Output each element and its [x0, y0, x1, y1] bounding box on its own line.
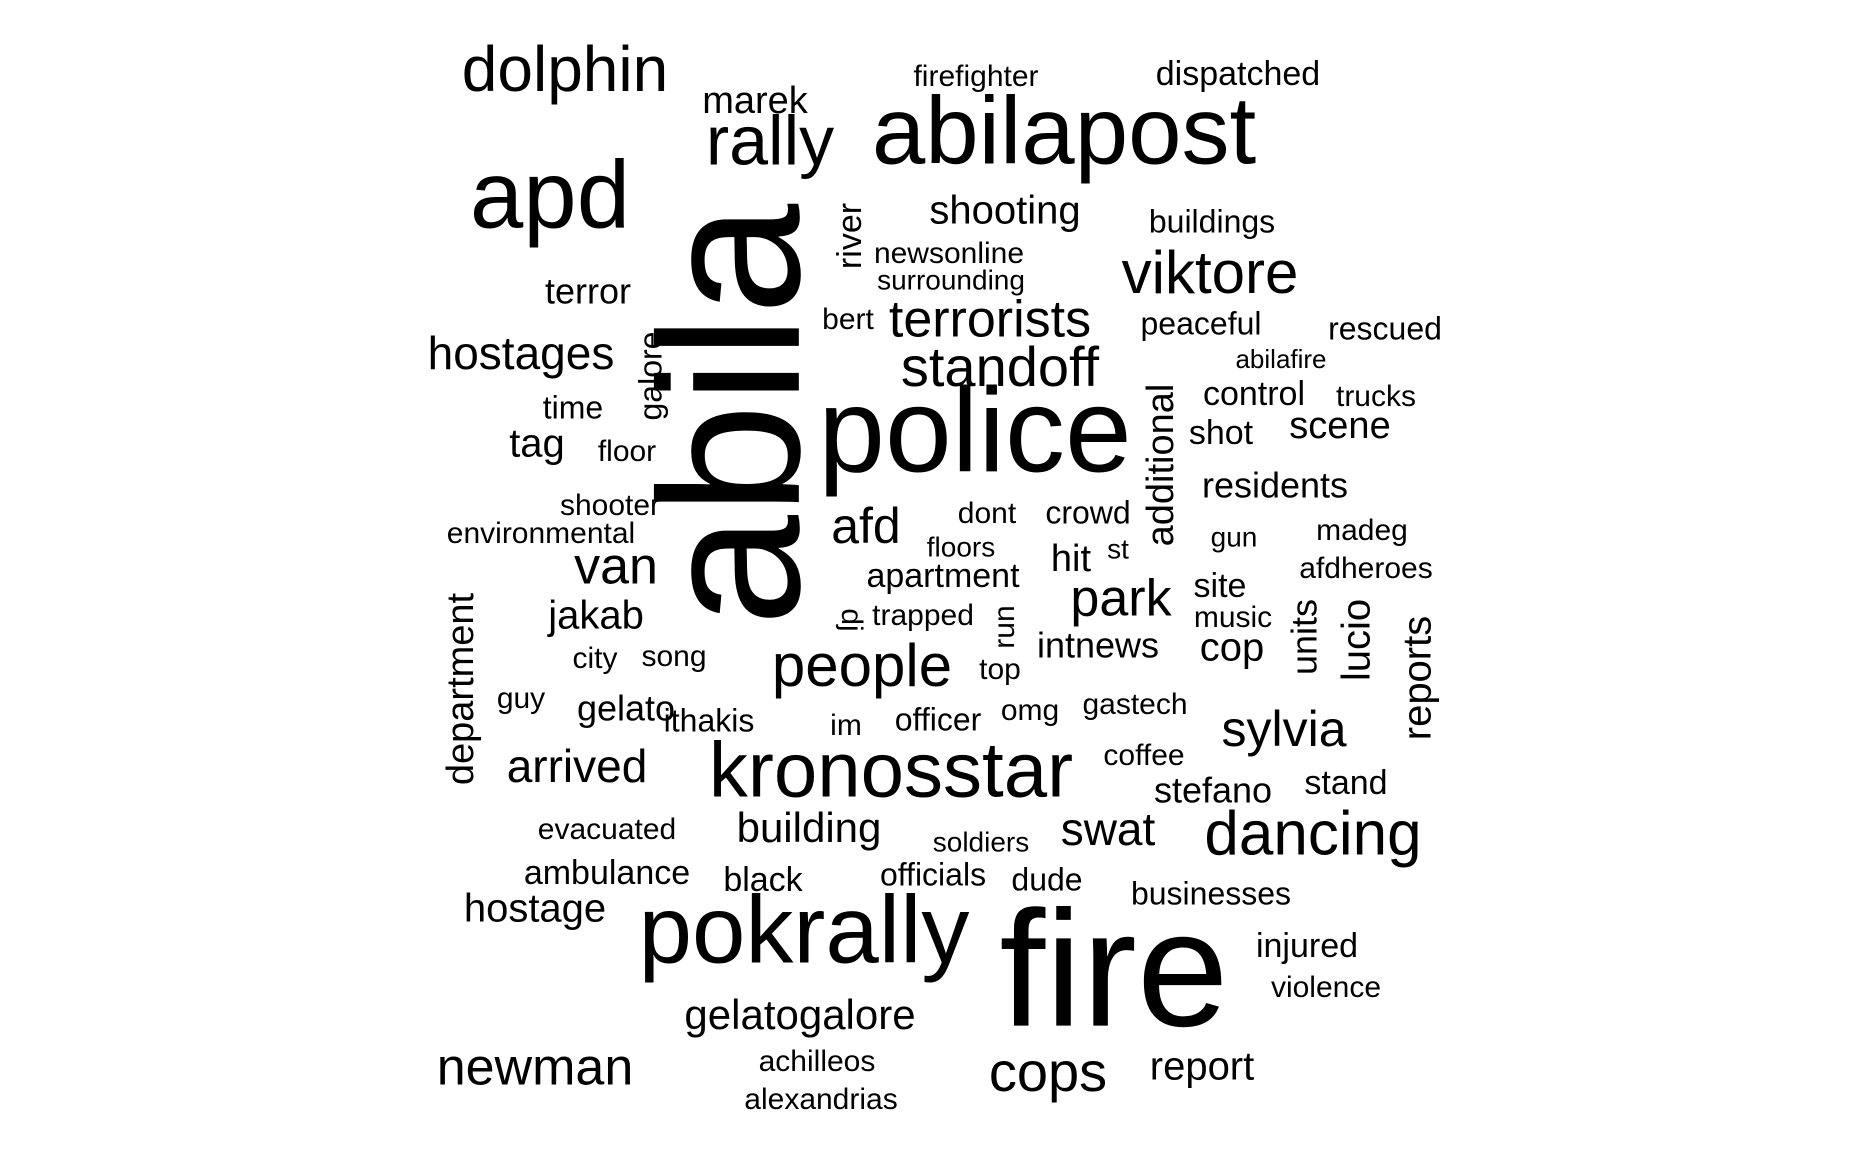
- word-top: top: [979, 653, 1021, 686]
- word-evacuated: evacuated: [538, 813, 676, 846]
- word-intnews: intnews: [1037, 625, 1159, 666]
- word-gelato: gelato: [577, 688, 675, 729]
- word-trucks: trucks: [1336, 380, 1416, 413]
- word-omg: omg: [1001, 694, 1059, 727]
- word-floors: floors: [927, 531, 995, 562]
- word-hostages: hostages: [428, 327, 615, 379]
- word-madeg: madeg: [1316, 514, 1408, 547]
- word-additional: additional: [1140, 384, 1182, 547]
- word-abilapost: abilapost: [872, 77, 1256, 184]
- word-city: city: [573, 642, 618, 675]
- word-gelatogalore: gelatogalore: [684, 991, 915, 1038]
- word-soldiers: soldiers: [933, 826, 1029, 857]
- word-residents: residents: [1202, 465, 1348, 506]
- word-reports: reports: [1396, 616, 1440, 741]
- word-stefano: stefano: [1154, 770, 1272, 811]
- word-dancing: dancing: [1204, 799, 1421, 868]
- word-kronosstar: kronosstar: [709, 726, 1073, 814]
- word-newman: newman: [437, 1039, 634, 1097]
- word-van: van: [574, 538, 658, 596]
- word-gun: gun: [1211, 521, 1258, 552]
- word-shot: shot: [1189, 414, 1254, 452]
- word-tag: tag: [509, 422, 565, 466]
- word-afd: afd: [831, 498, 901, 554]
- word-music: music: [1194, 601, 1272, 634]
- word-terror: terror: [545, 271, 631, 312]
- word-trapped: trapped: [872, 599, 974, 632]
- word-ambulance: ambulance: [524, 854, 690, 892]
- word-abilafire: abilafire: [1235, 344, 1326, 374]
- word-apartment: apartment: [866, 557, 1020, 595]
- word-afdheroes: afdheroes: [1299, 552, 1432, 585]
- word-dude: dude: [1011, 861, 1082, 897]
- word-newsonline: newsonline: [874, 237, 1024, 270]
- word-run: run: [988, 605, 1021, 648]
- word-sylvia: sylvia: [1221, 701, 1346, 757]
- word-rescued: rescued: [1328, 310, 1442, 346]
- word-terrorists: terrorists: [889, 291, 1091, 349]
- word-rally: rally: [706, 101, 834, 179]
- word-dolphin: dolphin: [462, 33, 668, 105]
- word-shooting: shooting: [929, 189, 1080, 233]
- word-im: im: [830, 709, 862, 742]
- word-buildings: buildings: [1149, 203, 1275, 239]
- word-standoff: standoff: [901, 335, 1100, 398]
- word-coffee: coffee: [1103, 739, 1184, 772]
- word-department: department: [440, 592, 482, 785]
- word-arrived: arrived: [507, 740, 648, 792]
- word-stand: stand: [1304, 764, 1387, 802]
- word-achilleos: achilleos: [759, 1045, 876, 1078]
- word-businesses: businesses: [1131, 875, 1291, 911]
- word-galore: galore: [632, 332, 668, 421]
- word-firefighter: firefighter: [913, 60, 1038, 93]
- word-surrounding: surrounding: [877, 264, 1025, 295]
- word-hostage: hostage: [464, 887, 606, 931]
- word-marek: marek: [702, 80, 809, 122]
- word-bert: bert: [822, 303, 874, 336]
- word-site: site: [1194, 567, 1247, 605]
- word-units: units: [1284, 599, 1325, 675]
- word-scene: scene: [1289, 405, 1390, 447]
- word-apd: apd: [470, 141, 630, 248]
- word-officials: officials: [880, 856, 986, 892]
- word-officer: officer: [895, 701, 982, 737]
- word-police: police: [818, 364, 1132, 498]
- word-alexandrias: alexandrias: [744, 1083, 897, 1116]
- word-dont: dont: [958, 497, 1017, 530]
- word-pokrally: pokrally: [639, 876, 970, 983]
- word-violence: violence: [1271, 971, 1381, 1004]
- word-river: river: [831, 203, 869, 269]
- word-dj: dj: [835, 608, 868, 631]
- word-crowd: crowd: [1045, 494, 1130, 530]
- word-gastech: gastech: [1082, 688, 1187, 721]
- word-control: control: [1203, 375, 1305, 413]
- word-abila: abila: [619, 203, 842, 626]
- word-song: song: [641, 640, 706, 673]
- word-fire: fire: [999, 877, 1228, 1061]
- word-people: people: [772, 632, 952, 699]
- word-shooter: shooter: [560, 489, 660, 522]
- word-time: time: [543, 389, 603, 425]
- word-cop: cop: [1200, 626, 1265, 670]
- word-building: building: [737, 804, 882, 851]
- word-swat: swat: [1061, 803, 1156, 855]
- word-lucio: lucio: [1335, 599, 1379, 681]
- word-peaceful: peaceful: [1141, 305, 1262, 341]
- word-dispatched: dispatched: [1156, 55, 1320, 93]
- word-guy: guy: [497, 682, 545, 715]
- word-ithakis: ithakis: [664, 702, 755, 738]
- word-cops: cops: [989, 1040, 1107, 1103]
- word-park: park: [1070, 570, 1172, 628]
- word-report: report: [1150, 1045, 1255, 1089]
- word-viktore: viktore: [1122, 239, 1299, 306]
- word-jakab: jakab: [547, 594, 644, 638]
- word-st: st: [1107, 533, 1129, 564]
- word-injured: injured: [1256, 927, 1358, 965]
- word-floor: floor: [598, 435, 656, 468]
- word-environmental: environmental: [447, 517, 635, 550]
- word-hit: hit: [1051, 538, 1092, 580]
- word-black: black: [723, 861, 803, 899]
